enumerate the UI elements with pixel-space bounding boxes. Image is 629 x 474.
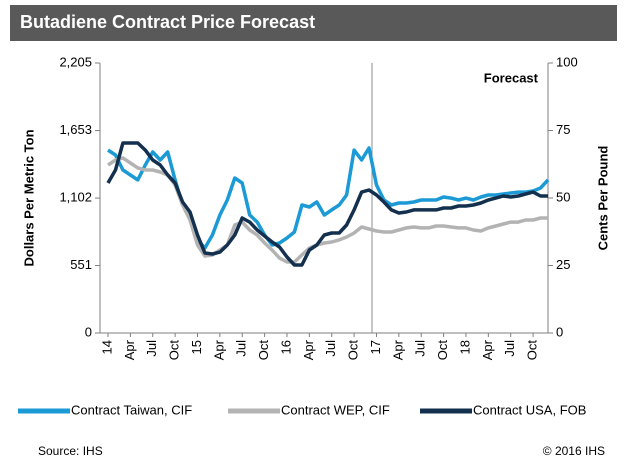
x-tick-label: Oct — [346, 340, 361, 361]
x-tick-label: Jul — [502, 340, 517, 357]
y2-tick-label: 100 — [556, 54, 578, 69]
x-tick-label: 17 — [368, 340, 383, 354]
y-tick-label: 0 — [85, 324, 92, 339]
y2-tick-label: 25 — [556, 257, 570, 272]
x-tick-label: Apr — [122, 339, 137, 360]
x-tick-label: 16 — [278, 340, 293, 354]
y-tick-label: 1,653 — [59, 122, 92, 137]
y2-tick-label: 50 — [556, 189, 570, 204]
y2-tick-label: 0 — [556, 324, 563, 339]
x-tick-label: Oct — [256, 340, 271, 361]
x-tick-label: 18 — [457, 340, 472, 354]
x-tick-label: Jul — [413, 340, 428, 357]
x-tick-label: Apr — [211, 339, 226, 360]
y-tick-label: 551 — [70, 257, 92, 272]
legend-label: Contract USA, FOB — [473, 402, 586, 417]
x-tick-label: Oct — [167, 340, 182, 361]
x-tick-label: Oct — [435, 340, 450, 361]
x-tick-label: Jul — [234, 340, 249, 357]
x-tick-label: Apr — [390, 339, 405, 360]
legend-label: Contract WEP, CIF — [281, 402, 390, 417]
y-tick-label: 1,102 — [59, 189, 92, 204]
y2-tick-label: 75 — [556, 122, 570, 137]
y-tick-label: 2,205 — [59, 54, 92, 69]
x-tick-label: 15 — [189, 340, 204, 354]
forecast-label: Forecast — [484, 70, 539, 85]
copyright: © 2016 IHS — [543, 444, 605, 458]
series-line — [106, 141, 548, 267]
x-tick-label: Apr — [480, 339, 495, 360]
title-bar — [10, 5, 617, 41]
y-axis-label: Dollars Per Metric Ton — [21, 129, 36, 266]
source: Source: IHS — [38, 444, 103, 458]
x-tick-label: Jul — [144, 340, 159, 357]
x-tick-label: Jul — [323, 340, 338, 357]
y2-axis-label: Cents Per Pound — [595, 146, 610, 251]
legend-label: Contract Taiwan, CIF — [71, 402, 192, 417]
chart-title: Butadiene Contract Price Forecast — [20, 12, 315, 32]
x-tick-label: 14 — [99, 340, 114, 354]
x-tick-label: Apr — [301, 339, 316, 360]
x-tick-label: Oct — [525, 340, 540, 361]
